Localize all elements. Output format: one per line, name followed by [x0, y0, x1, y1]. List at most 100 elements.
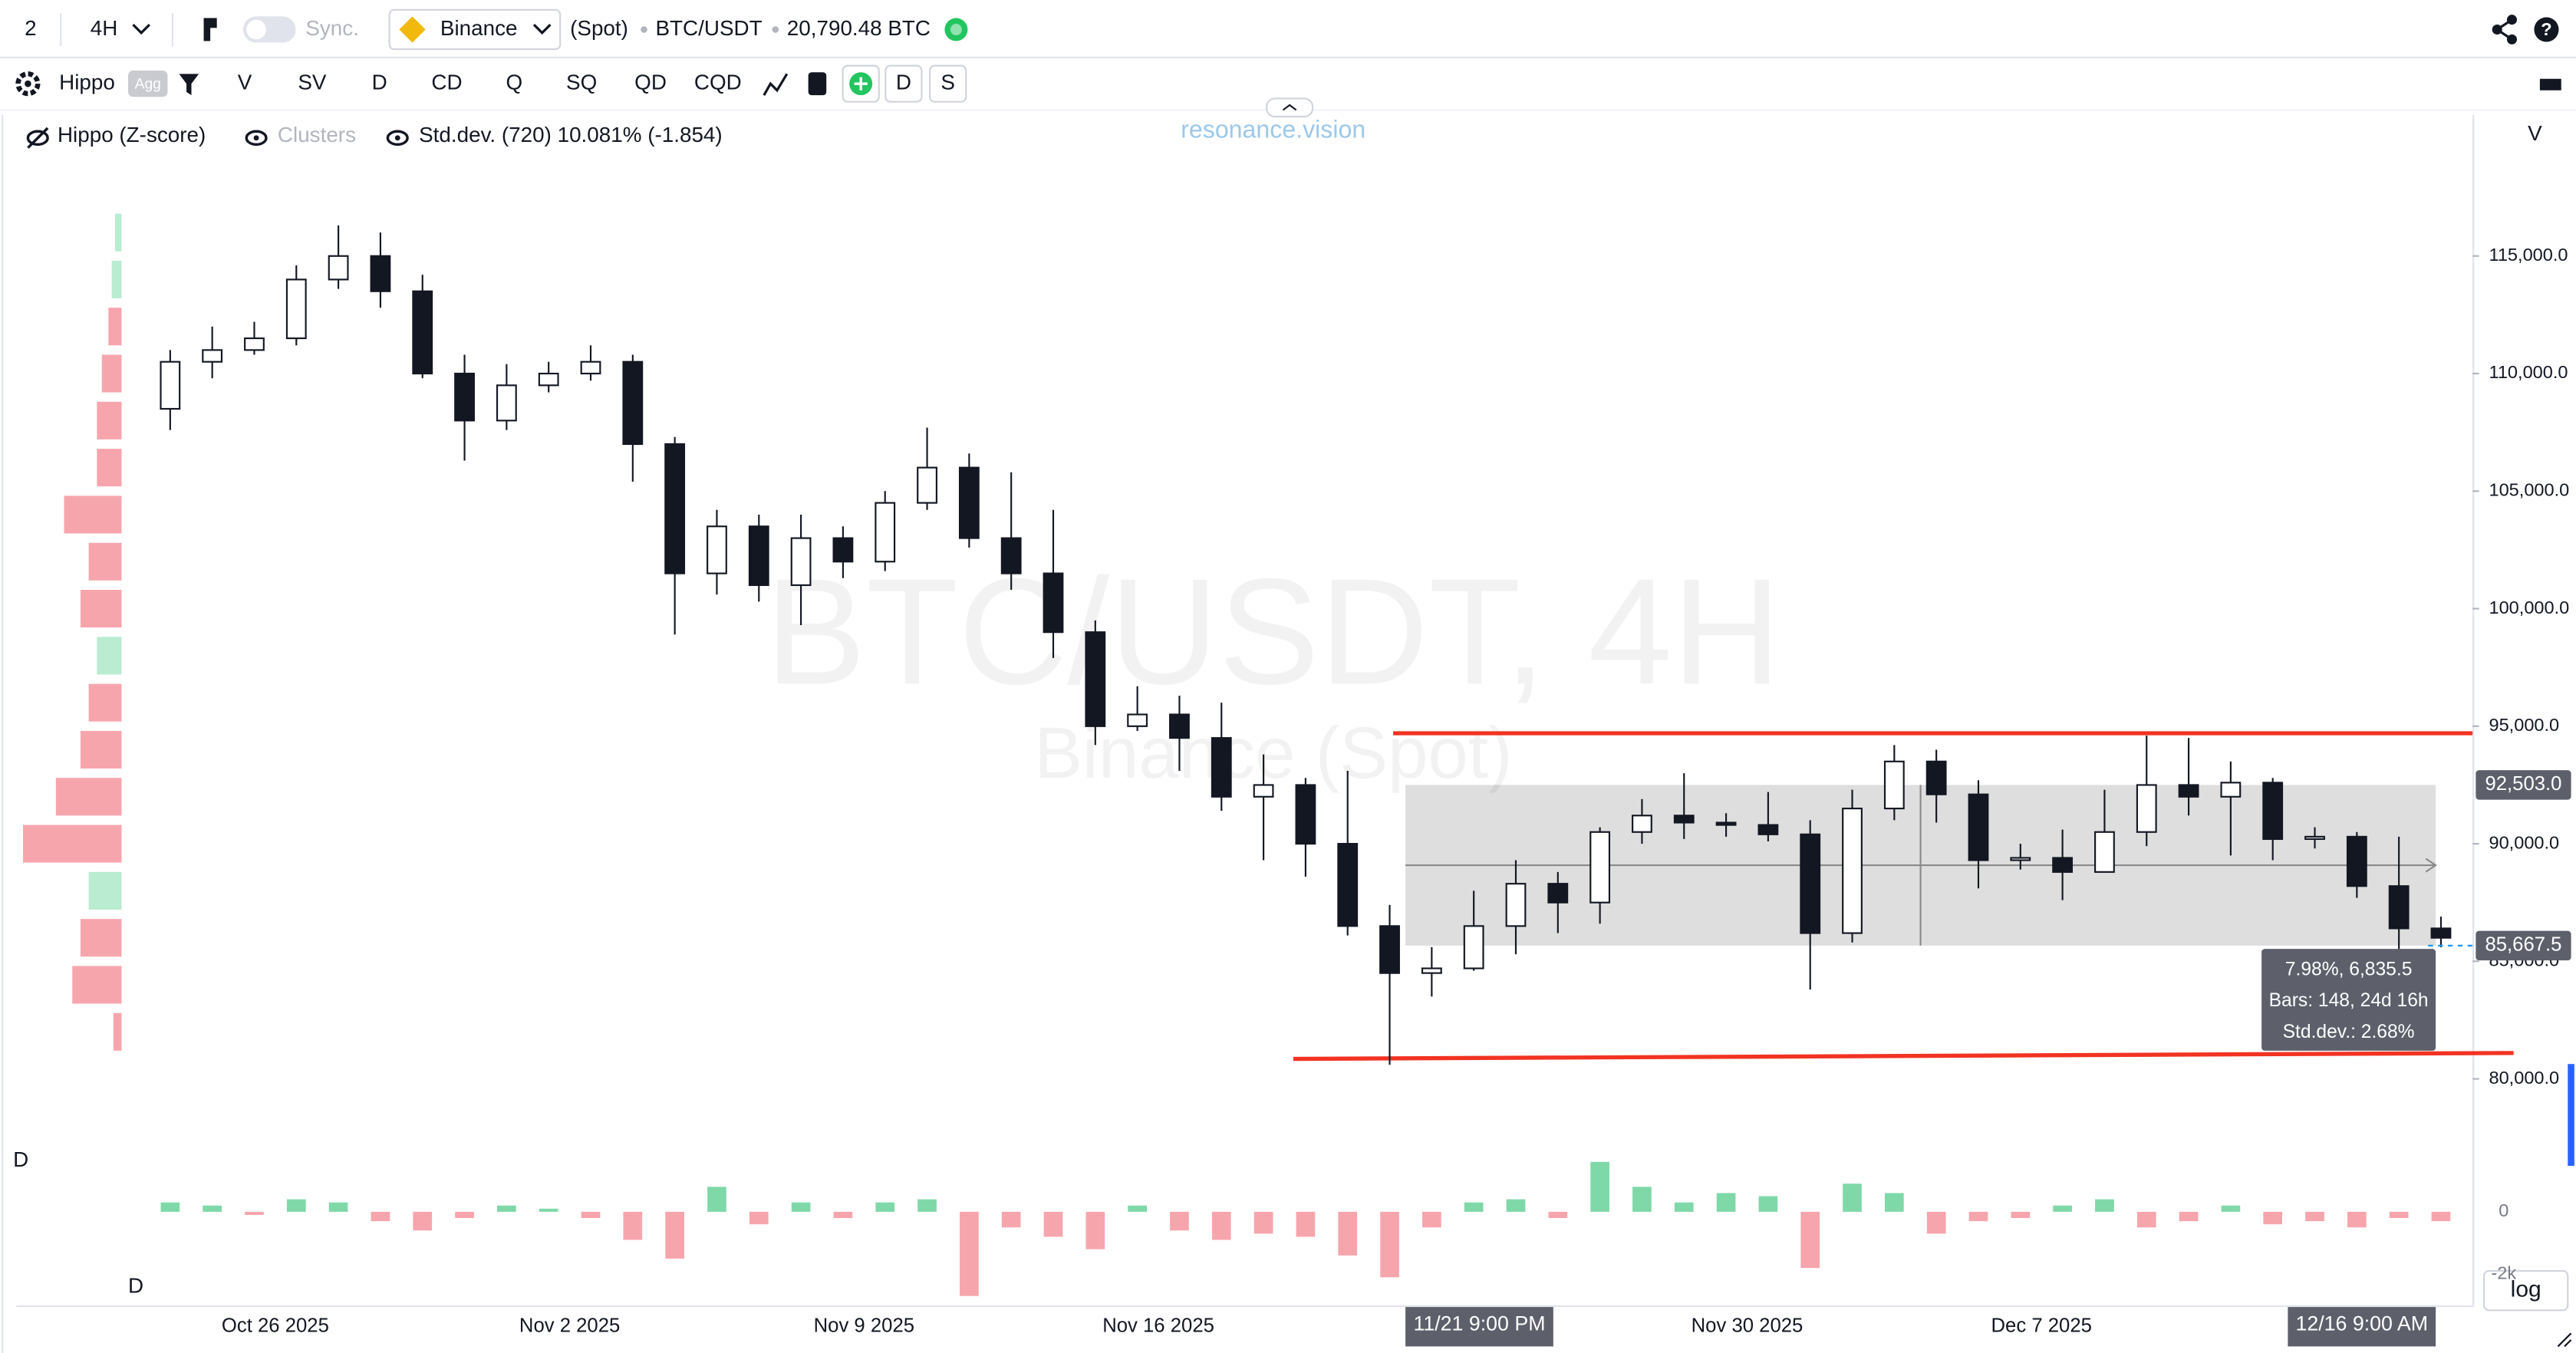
ruler-icon[interactable] — [2539, 78, 2561, 91]
help-icon[interactable] — [2534, 17, 2559, 42]
y-tick-label: 95,000.0 — [2489, 715, 2559, 735]
x-tick-label: Dec 7 2025 — [1991, 1315, 2091, 1337]
indicator-button[interactable]: SQ — [566, 71, 597, 94]
candle-body — [2010, 857, 2031, 861]
x-tick-label: Nov 16 2025 — [1102, 1315, 1214, 1337]
panel-button[interactable] — [884, 64, 923, 103]
candle-body — [370, 255, 391, 292]
indicator-button[interactable]: Q — [506, 71, 522, 94]
delta-bar — [1422, 1211, 1441, 1228]
indicator-button[interactable]: D — [372, 71, 387, 94]
x-tick-label: Nov 2 2025 — [519, 1315, 620, 1337]
preset-name[interactable]: Hippo — [59, 71, 115, 94]
candle-body — [2178, 784, 2199, 798]
candle-body — [1547, 883, 1569, 904]
delta-bar — [581, 1211, 601, 1219]
candle-body — [1842, 808, 1863, 934]
delta-bar — [2263, 1211, 2283, 1225]
candle-body — [707, 525, 727, 574]
delta-bar — [707, 1187, 726, 1212]
candle-body — [1379, 925, 1400, 974]
line-chart-icon[interactable] — [763, 73, 789, 96]
indicator-button[interactable]: QD — [634, 71, 667, 94]
level-line — [1293, 1051, 2514, 1062]
agg-label: Agg — [135, 76, 161, 92]
delta-bar — [286, 1199, 306, 1212]
y-tick-label: 115,000.0 — [2489, 245, 2568, 265]
delta-bar — [2347, 1211, 2367, 1228]
filter-icon[interactable] — [179, 74, 199, 96]
delta-bar — [2011, 1211, 2031, 1219]
candle-body — [1589, 831, 1611, 904]
layout-button[interactable]: 2 — [25, 16, 36, 40]
collapse-button[interactable] — [1266, 97, 1314, 118]
hidden-icon[interactable] — [26, 130, 49, 146]
panel-button[interactable] — [929, 64, 967, 103]
delta-bar — [1926, 1211, 1946, 1234]
candle-body — [1673, 815, 1695, 824]
delta-bar — [917, 1199, 937, 1212]
pupil — [253, 135, 259, 141]
candle-body — [328, 255, 349, 281]
top-toolbar: 2 4H Sync. Binance (Spot) BTC/USDT 20,79… — [0, 8, 2576, 58]
profile-bar — [101, 354, 122, 393]
indicator-button[interactable]: CQD — [694, 71, 742, 94]
delta-bar — [1338, 1211, 1358, 1256]
visible-icon[interactable] — [245, 130, 268, 146]
candle-body — [1295, 784, 1316, 845]
legend-indicator: Hippo (Z-score) — [58, 123, 206, 146]
x-tick-label: Oct 26 2025 — [222, 1315, 329, 1337]
volume-24h: 20,790.48 BTC — [787, 16, 931, 40]
note-icon[interactable] — [808, 72, 827, 96]
candle-body — [2430, 927, 2452, 939]
dot — [641, 26, 647, 33]
delta-bar — [1170, 1211, 1189, 1231]
profile-bar — [111, 260, 122, 298]
candle-body — [454, 372, 475, 422]
agg-badge[interactable] — [128, 71, 168, 97]
candle-body — [496, 384, 517, 422]
delta-bar — [960, 1211, 979, 1296]
time-label: 12/16 9:00 AM — [2295, 1312, 2428, 1335]
symbol: BTC/USDT — [655, 16, 762, 40]
delta-bar — [833, 1211, 853, 1219]
exchange-select[interactable] — [388, 8, 562, 51]
indicator-legend: Hippo (Z-score) Clusters Std.dev. (720) … — [26, 97, 2542, 149]
watermark-brand: resonance.vision — [1181, 116, 1365, 143]
indicator-button[interactable]: V — [238, 71, 252, 94]
candle-body — [2304, 835, 2325, 841]
delta-tick-label: -2k — [2491, 1262, 2516, 1282]
share-icon[interactable] — [2492, 15, 2518, 44]
candle-body — [1043, 572, 1064, 634]
delta-bar — [749, 1211, 769, 1225]
delta-tick-label: 0 — [2499, 1200, 2508, 1220]
candle-body — [1505, 883, 1527, 927]
indicator-button[interactable]: SV — [298, 71, 327, 94]
settings-icon[interactable] — [15, 71, 41, 97]
panel-label: D — [13, 1147, 28, 1171]
flag-icon[interactable] — [203, 18, 217, 41]
delta-bar — [1380, 1211, 1399, 1278]
y-tick-label: 105,000.0 — [2489, 480, 2569, 500]
indicator-button[interactable]: CD — [431, 71, 462, 94]
delta-bar — [160, 1202, 180, 1212]
delta-bar — [2431, 1211, 2451, 1222]
profile-bar — [88, 542, 122, 581]
log-button[interactable] — [2483, 1269, 2569, 1312]
resize-handle[interactable] — [2557, 1332, 2572, 1348]
x-tick-label: Nov 9 2025 — [814, 1315, 914, 1337]
delta-bar — [1001, 1211, 1021, 1228]
delta-bar — [1843, 1183, 1862, 1212]
volume-axis-label: V — [2528, 121, 2542, 145]
delta-bar — [1296, 1211, 1316, 1237]
profile-bar — [97, 449, 122, 487]
candle-body — [2388, 885, 2410, 930]
interval-button[interactable]: 4H — [91, 16, 118, 40]
scroll-indicator — [2568, 1064, 2574, 1166]
visible-icon[interactable] — [386, 130, 409, 146]
candle-body — [1169, 713, 1190, 739]
candle-body — [1800, 833, 1821, 934]
delta-bar — [539, 1208, 558, 1212]
candle-body — [412, 290, 433, 375]
